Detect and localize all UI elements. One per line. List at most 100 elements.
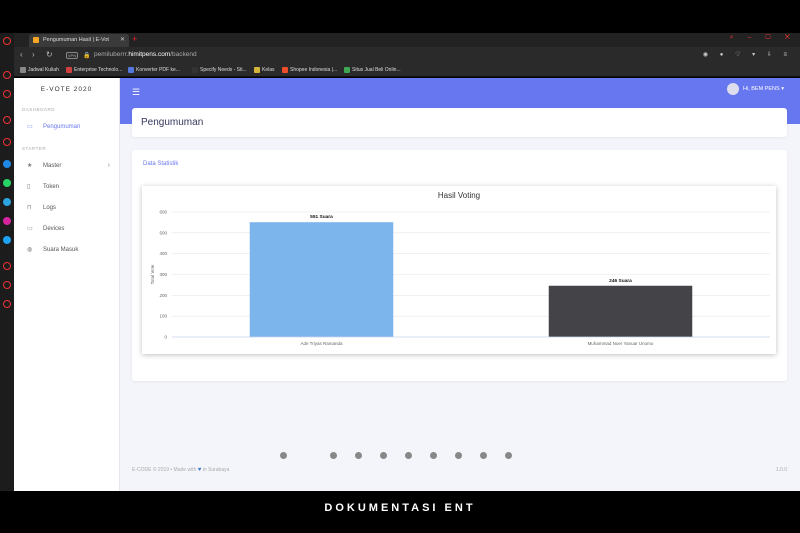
bar xyxy=(548,285,693,337)
bookmark-item[interactable]: Shopee Indonesia |... xyxy=(282,67,337,73)
tab-title: Pengumuman Hasil | E-Vot xyxy=(43,37,109,43)
x-tick-label: Muhammad Noer Yanuar Unomo xyxy=(588,341,654,346)
page-footer: E-CODE © 2019 • Made with ♥ in Surabaya … xyxy=(132,467,787,473)
page-header: Pengumuman xyxy=(132,108,787,137)
menu-toggle-icon[interactable]: ☰ xyxy=(132,87,141,97)
facebook-messenger-icon[interactable] xyxy=(3,160,11,168)
new-tab-icon[interactable]: + xyxy=(132,34,138,44)
brand-title[interactable]: E-VOTE 2020 xyxy=(40,86,93,93)
bar xyxy=(249,222,394,337)
address-bar: ‹ › ↻ VPN 🔒 pemiluberrr.himitpens.com/ba… xyxy=(14,47,800,64)
bookmark-icon xyxy=(128,67,134,73)
url-field[interactable]: pemiluberrr.himitpens.com/backend xyxy=(94,51,197,58)
chevron-right-icon: › xyxy=(107,162,110,169)
carousel-dot[interactable] xyxy=(330,452,337,459)
star-icon: ★ xyxy=(27,163,33,169)
sidebar-item-label: Pengumuman xyxy=(43,124,81,130)
cube-icon[interactable] xyxy=(3,281,11,289)
vpn-badge[interactable]: VPN xyxy=(66,52,78,59)
bookmark-icon xyxy=(66,67,72,73)
page-title: Pengumuman xyxy=(141,117,204,128)
telegram-icon[interactable] xyxy=(3,198,11,206)
y-tick-label: 100 xyxy=(159,314,167,319)
footer-copyright: E-CODE © 2019 xyxy=(132,467,170,473)
window-controls[interactable]: ⌕ – ▢ ✕ xyxy=(729,34,796,41)
bookmark-icon xyxy=(20,67,26,73)
sidebar-item-label: Suara Masuk xyxy=(43,247,79,253)
bookmark-icon xyxy=(282,67,288,73)
bookmark-icon xyxy=(254,67,260,73)
carousel-dot[interactable] xyxy=(505,452,512,459)
carousel-dots xyxy=(280,452,520,460)
sidebar-item-suara-masuk[interactable]: ◍ Suara Masuk xyxy=(14,240,119,261)
mail-icon[interactable] xyxy=(3,138,11,146)
twitch-icon[interactable] xyxy=(3,90,11,98)
bookmark-item[interactable]: Situs Jual Beli Onlin... xyxy=(344,67,401,73)
carousel-dot[interactable] xyxy=(380,452,387,459)
browser-sidebar xyxy=(0,33,14,491)
carousel-dot[interactable] xyxy=(405,452,412,459)
carousel-dot[interactable] xyxy=(280,452,287,459)
opera-logo-icon[interactable] xyxy=(3,37,11,45)
bookmark-item[interactable]: Jadwal Kuliah xyxy=(20,67,59,73)
y-axis-label: Total Vote xyxy=(150,264,155,284)
avatar xyxy=(727,83,740,95)
x-tick-label: Ade Triyas Ramanda xyxy=(300,341,343,346)
carousel-dot[interactable] xyxy=(430,452,437,459)
sidebar: E-VOTE 2020 DASHBOARD ▭ Pengumuman START… xyxy=(14,78,120,491)
forward-icon[interactable]: › xyxy=(32,50,35,59)
history-icon[interactable] xyxy=(3,262,11,270)
web-page: ☰ Hi, BEM PENS ▾ E-VOTE 2020 DASHBOARD ▭… xyxy=(14,78,800,491)
sidebar-item-token[interactable]: ▯ Token xyxy=(14,177,119,198)
sidebar-item-master[interactable]: ★ Master › xyxy=(14,156,119,177)
data-label: 551 Suara xyxy=(310,214,333,220)
bookmarks-bar: Jadwal Kuliah Enterprise Technolo... Kon… xyxy=(14,64,800,77)
address-bar-icons[interactable]: ◉ ● ♡ ▾ ⇩ ≡ xyxy=(702,52,792,58)
heart-icon: ♥ xyxy=(197,467,202,473)
sidebar-item-devices[interactable]: ▭ Devices xyxy=(14,219,119,240)
carousel-dot[interactable] xyxy=(480,452,487,459)
y-tick-label: 300 xyxy=(159,272,167,277)
whatsapp-icon[interactable] xyxy=(3,179,11,187)
lock-icon: ⊓ xyxy=(27,205,32,211)
bookmark-icon xyxy=(344,67,350,73)
bookmark-item[interactable]: Enterprise Technolo... xyxy=(66,67,122,73)
bookmark-item[interactable]: Specify Needs - Sti... xyxy=(192,67,247,73)
instagram-icon[interactable] xyxy=(3,217,11,225)
section-label-dashboard: DASHBOARD xyxy=(22,107,56,112)
section-label-starter: STARTER xyxy=(22,146,47,151)
monitor-icon: ▭ xyxy=(27,124,33,130)
voting-chart: Hasil Voting 0 100 200 300 400 500 600 Total Vot… xyxy=(150,191,770,346)
browser-tab[interactable]: Pengumuman Hasil | E-Vot ✕ xyxy=(29,34,129,47)
y-tick-label: 400 xyxy=(159,251,167,256)
sidebar-item-logs[interactable]: ⊓ Logs xyxy=(14,198,119,219)
footer-version: 1.0.0 xyxy=(775,467,787,473)
sidebar-item-label: Logs xyxy=(43,205,57,211)
chart-container: Hasil Voting 0 100 200 300 400 500 600 Total Vot… xyxy=(142,186,776,354)
y-tick-label: 600 xyxy=(159,210,167,215)
card-title: Data Statistik xyxy=(143,161,179,167)
statistics-card: Data Statistik Hasil Voting 0 100 200 300 400… xyxy=(132,150,787,381)
back-icon[interactable]: ‹ xyxy=(20,50,23,59)
bookmark-item[interactable]: Konverter PDF ke... xyxy=(128,67,180,73)
carousel-dot[interactable] xyxy=(455,452,462,459)
twitter-icon[interactable] xyxy=(3,236,11,244)
messenger-icon[interactable] xyxy=(3,71,11,79)
lock-icon: 🔒 xyxy=(83,53,91,59)
settings-icon[interactable] xyxy=(3,300,11,308)
footer-location: in Surabaya xyxy=(202,467,230,473)
sidebar-item-pengumuman[interactable]: ▭ Pengumuman xyxy=(14,117,119,138)
data-label: 246 Suara xyxy=(609,278,632,284)
shopping-icon[interactable] xyxy=(3,116,11,124)
user-greeting: Hi, BEM PENS xyxy=(743,86,780,92)
close-tab-icon[interactable]: ✕ xyxy=(119,37,125,43)
sidebar-item-label: Master xyxy=(43,163,62,169)
bookmark-item[interactable]: Kelas xyxy=(254,67,275,73)
reload-icon[interactable]: ↻ xyxy=(46,50,53,59)
tab-strip: Pengumuman Hasil | E-Vot ✕ + ⌕ – ▢ ✕ xyxy=(14,33,800,47)
chart-title: Hasil Voting xyxy=(438,191,480,200)
user-menu[interactable]: Hi, BEM PENS ▾ xyxy=(727,83,784,95)
carousel-dot[interactable] xyxy=(355,452,362,459)
document-icon: ▯ xyxy=(27,184,31,190)
